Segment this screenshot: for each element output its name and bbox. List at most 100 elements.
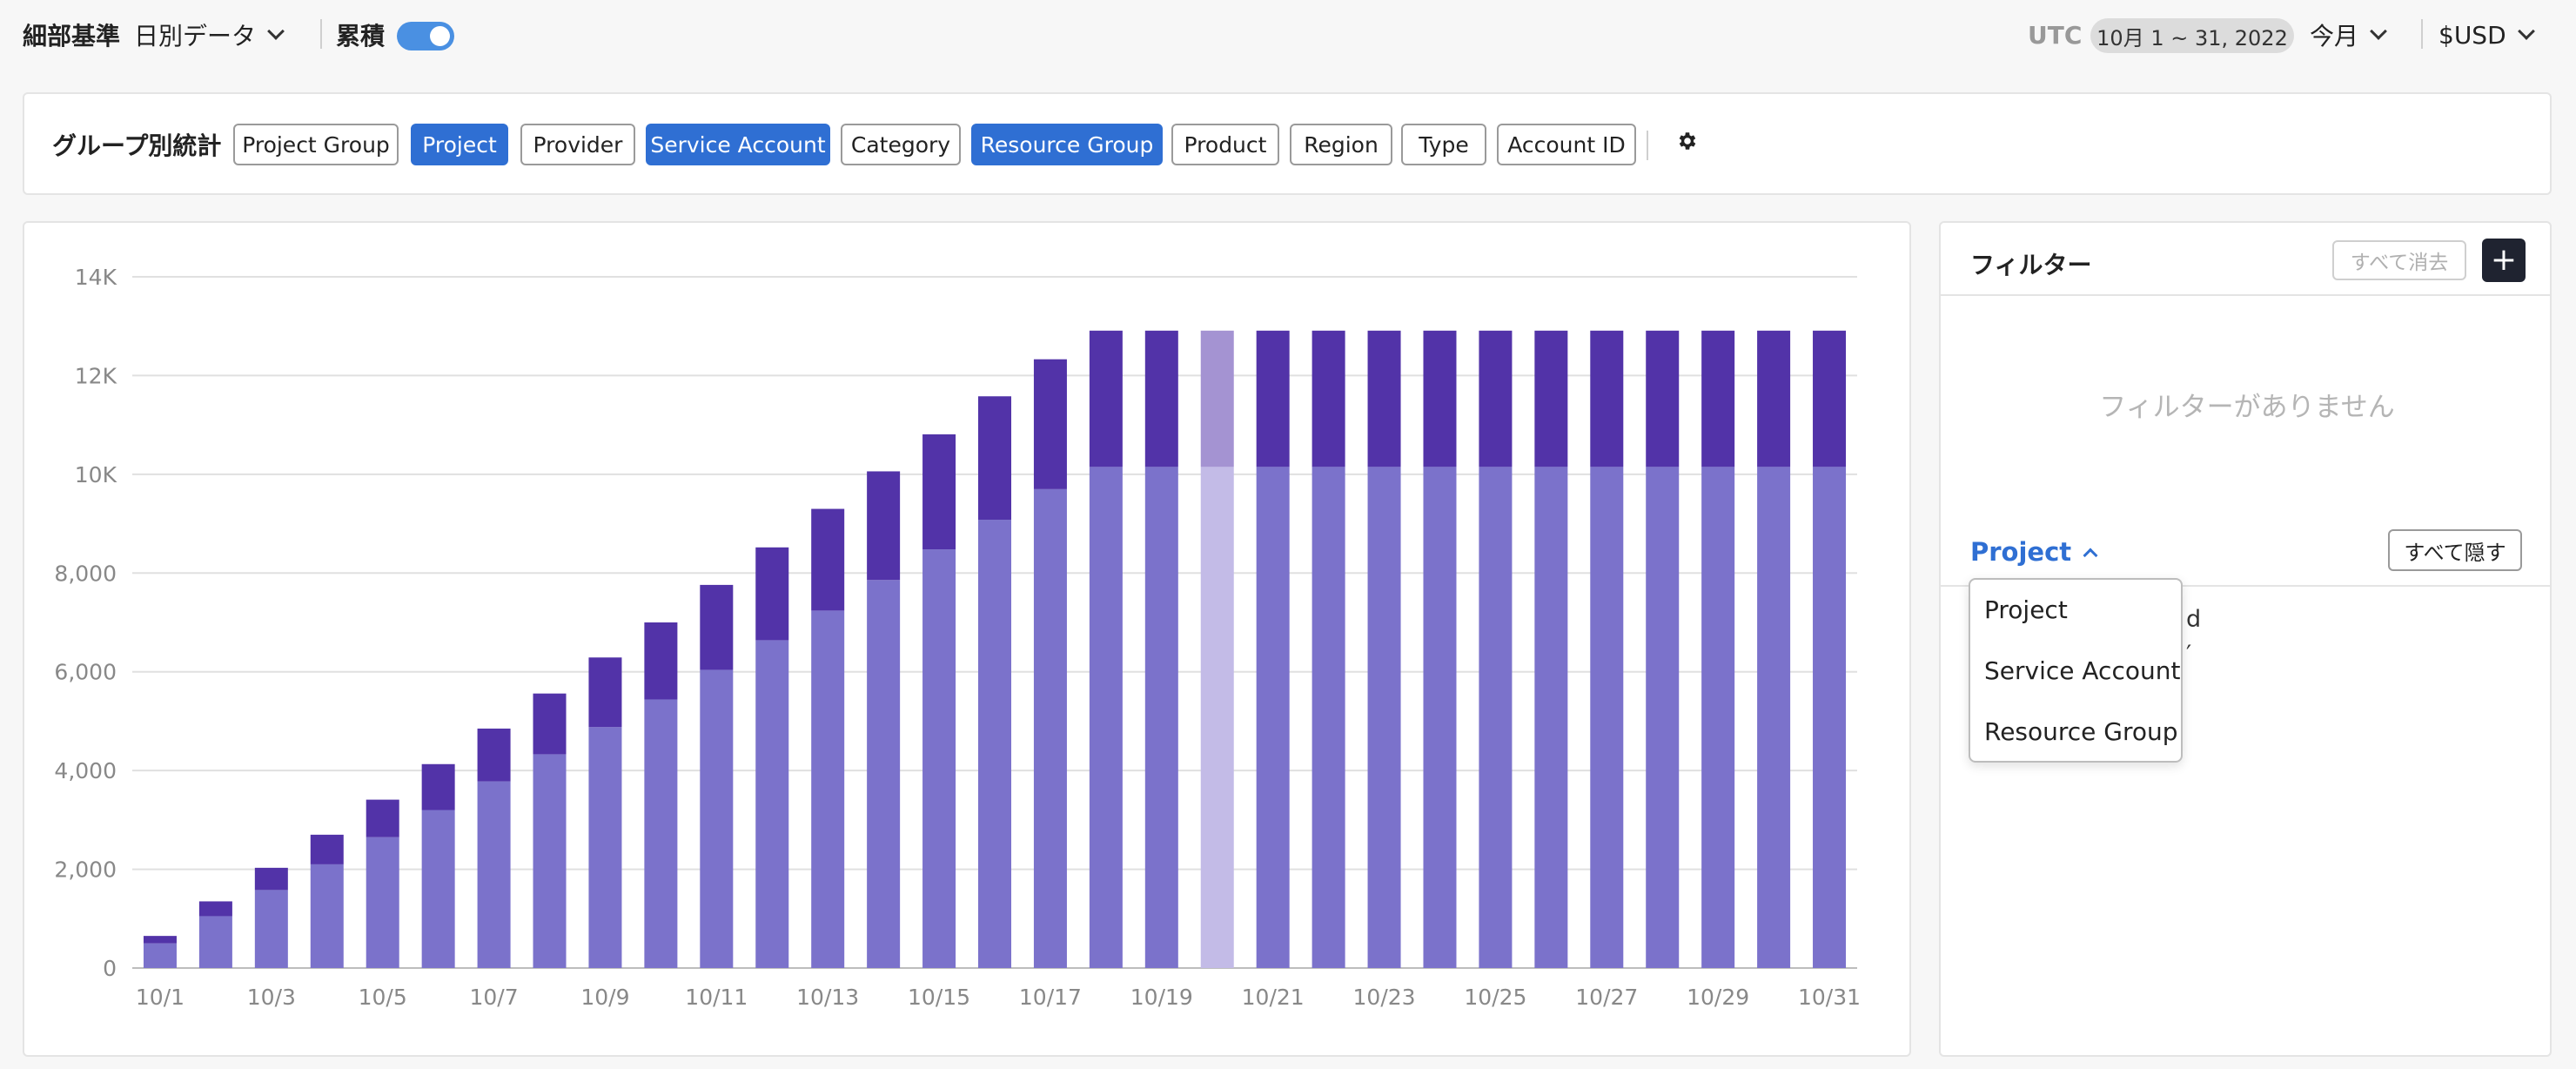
- bar-segment-top: [1757, 330, 1791, 467]
- chip-product[interactable]: Product: [1171, 124, 1279, 165]
- bar-segment-base: [978, 520, 1011, 968]
- cost-bar-chart[interactable]: 0 2,000 4,000 6,000 8,000 10K 12K 14K 10/1 10/3 10…: [24, 223, 1913, 1059]
- currency-value: $USD: [2438, 20, 2506, 50]
- bar-segment-base: [310, 864, 344, 968]
- x-tick-label: 10/17: [1019, 985, 1082, 1010]
- chip-region[interactable]: Region: [1290, 124, 1392, 165]
- bar-segment-top: [700, 584, 734, 670]
- bar-segment-base: [1701, 467, 1735, 968]
- bar-segment-top: [366, 799, 399, 837]
- bar-segment-top: [644, 622, 678, 700]
- bar-segment-base: [644, 699, 678, 968]
- x-tick-label: 10/19: [1130, 985, 1193, 1010]
- chip-project-group[interactable]: Project Group: [233, 124, 399, 165]
- group-by-dropdown-menu: Project Service Account Resource Group: [1969, 578, 2183, 763]
- group-by-selected: Project: [1970, 537, 2072, 567]
- group-by-select[interactable]: Project: [1970, 533, 2098, 571]
- cost-chart-panel: 0 2,000 4,000 6,000 8,000 10K 12K 14K 10/1 10/3 10…: [23, 221, 1911, 1057]
- bar-segment-base: [143, 943, 177, 968]
- bar-segment-top: [1479, 330, 1513, 467]
- x-tick-label: 10/7: [470, 985, 519, 1010]
- bar-segment-top: [1256, 330, 1290, 467]
- chip-account-id[interactable]: Account ID: [1497, 124, 1636, 165]
- bar-segment-top: [978, 396, 1011, 521]
- bar-segment-base: [477, 781, 511, 968]
- y-tick-label: 8,000: [54, 561, 117, 586]
- divider: [2421, 19, 2423, 49]
- bar-segment-base: [755, 640, 789, 968]
- bar-segment-top: [1144, 330, 1178, 467]
- dropdown-option-project[interactable]: Project: [1984, 595, 2068, 624]
- bar-segment-top: [755, 547, 789, 641]
- bar-segment-top: [1089, 330, 1123, 467]
- divider: [320, 19, 322, 49]
- currency-dropdown[interactable]: $USD: [2438, 16, 2535, 54]
- chip-service-account[interactable]: Service Account: [646, 124, 830, 165]
- x-tick-label: 10/5: [359, 985, 407, 1010]
- dropdown-option-resource-group[interactable]: Resource Group: [1984, 717, 2178, 746]
- bar-segment-top: [1367, 330, 1401, 467]
- bar-segment-top: [198, 901, 232, 917]
- date-range-badge: 10月 1 ~ 31, 2022: [2090, 18, 2294, 53]
- obscured-list-text: d: [2186, 606, 2202, 633]
- y-tick-label: 2,000: [54, 857, 117, 883]
- chip-project[interactable]: Project: [411, 124, 508, 165]
- bar-segment-top: [867, 471, 901, 581]
- bar-segment-base: [867, 580, 901, 968]
- period-value: 今月: [2310, 22, 2359, 50]
- granularity-label: 細部基準: [23, 22, 121, 50]
- bar-segment-top: [143, 936, 177, 944]
- bar-segment-top: [1590, 330, 1624, 467]
- x-tick-label: 10/15: [908, 985, 970, 1010]
- bar-segment-base: [1479, 467, 1513, 968]
- bar-segment-base: [1646, 467, 1680, 968]
- y-tick-label: 0: [103, 956, 117, 981]
- timezone-label: UTC: [2028, 20, 2083, 50]
- group-by-title: グループ別統計: [52, 131, 222, 160]
- cumulative-toggle[interactable]: [397, 22, 454, 50]
- x-tick-label: 10/3: [247, 985, 296, 1010]
- bar-segment-base: [1311, 467, 1345, 968]
- bar-segment-base: [1144, 467, 1178, 968]
- bar-segment-top: [477, 728, 511, 782]
- chip-type[interactable]: Type: [1401, 124, 1486, 165]
- y-tick-label: 12K: [75, 363, 117, 388]
- bar-segment-top: [1646, 330, 1680, 467]
- y-tick-label: 6,000: [54, 660, 117, 685]
- bar-segment-top: [1033, 359, 1067, 489]
- chevron-down-icon: [267, 23, 285, 40]
- bar-segment-base: [1256, 467, 1290, 968]
- period-dropdown[interactable]: 今月: [2310, 16, 2387, 54]
- bar-segment-base: [1200, 467, 1234, 968]
- bar-segment-base: [1590, 467, 1624, 968]
- bar-segment-base: [366, 837, 399, 968]
- hide-all-button[interactable]: すべて隠す: [2388, 529, 2522, 571]
- x-tick-label: 10/31: [1798, 985, 1861, 1010]
- bar-segment-top: [421, 763, 455, 810]
- bar-segment-base: [421, 810, 455, 968]
- gear-icon[interactable]: [1676, 130, 1699, 152]
- bar-segment-base: [254, 890, 288, 968]
- bar-segment-top: [1534, 330, 1568, 467]
- bar-segment-top: [1813, 330, 1847, 467]
- top-toolbar: 細部基準 日別データ 累積 UTC 10月 1 ~ 31, 2022 今月 $U…: [0, 0, 2576, 70]
- bar-segment-base: [198, 916, 232, 968]
- bar-segment-base: [1757, 467, 1791, 968]
- add-filter-button[interactable]: +: [2482, 239, 2526, 282]
- granularity-dropdown[interactable]: 日別データ: [134, 16, 285, 54]
- x-tick-label: 10/13: [796, 985, 859, 1010]
- bar-segment-top: [811, 508, 845, 611]
- bar-segment-base: [811, 610, 845, 968]
- clear-all-button[interactable]: すべて消去: [2332, 240, 2466, 280]
- dropdown-option-service-account[interactable]: Service Account: [1984, 656, 2181, 685]
- y-tick-label: 4,000: [54, 758, 117, 783]
- chip-provider[interactable]: Provider: [520, 124, 635, 165]
- chip-category[interactable]: Category: [841, 124, 961, 165]
- granularity-value: 日別データ: [134, 22, 257, 50]
- bar-segment-base: [1033, 488, 1067, 968]
- x-tick-label: 10/25: [1464, 985, 1526, 1010]
- bar-segment-top: [588, 657, 622, 728]
- chevron-down-icon: [2370, 23, 2387, 40]
- chip-resource-group[interactable]: Resource Group: [971, 124, 1163, 165]
- x-tick-label: 10/21: [1242, 985, 1305, 1010]
